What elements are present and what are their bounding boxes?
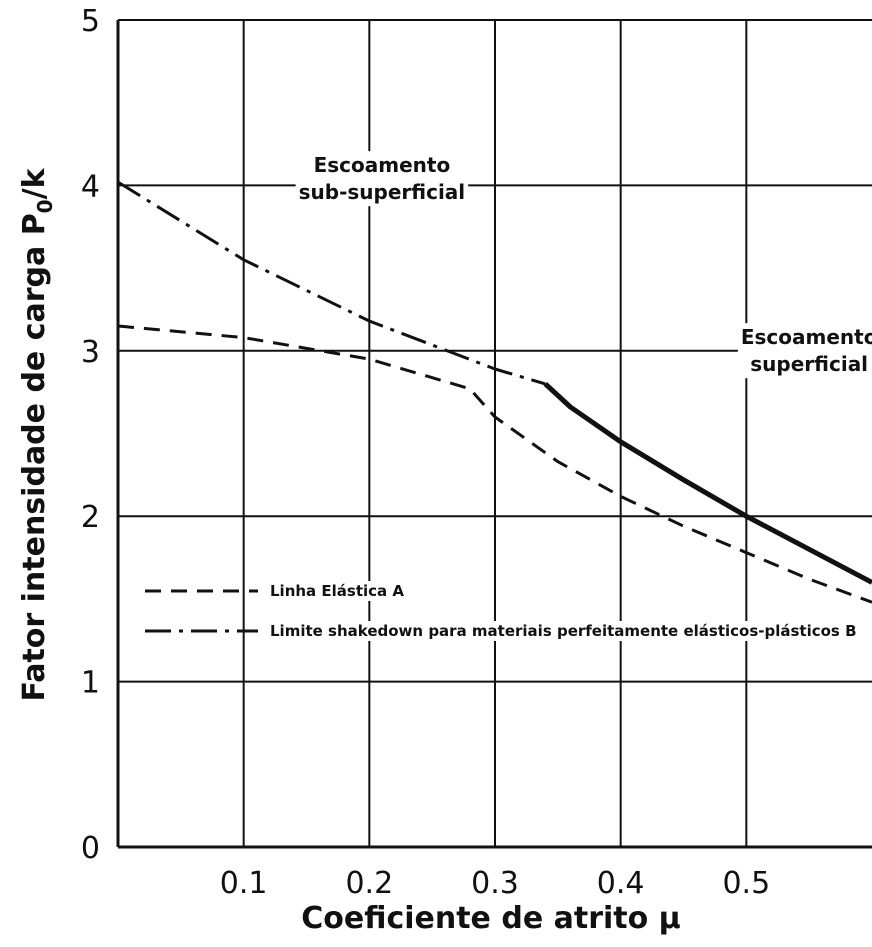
y-tick-label: 0 [81,831,100,866]
y-tick-labels: 0 1 2 3 4 5 [81,4,100,866]
x-tick-label: 0.1 [220,866,268,901]
y-tick-label: 5 [81,4,100,39]
y-tick-label: 3 [81,335,100,370]
x-axis-title: Coeficiente de atrito μ [301,901,681,936]
y-axis-title-tail: /k [17,167,52,199]
series-line-2-dashdot [117,180,546,386]
y-tick-label: 2 [81,500,100,535]
annotations: Escoamento sub-superficial Escoamento super… [295,151,872,379]
x-tick-label: 0.2 [345,866,393,901]
y-tick-label: 4 [81,169,100,204]
legend-label-background [267,581,408,601]
legend: Linha Elástica A Limite shakedown para ma… [145,581,860,641]
grid [118,20,872,847]
annotation-line: sub-superficial [299,180,466,204]
annotation-2: Escoamento superficial [741,325,872,376]
series-group [117,180,872,604]
x-tick-label: 0.5 [722,866,770,901]
annotation-1: Escoamento sub-superficial [299,153,466,204]
annotation-line: Escoamento [741,325,872,349]
annotation-background [295,151,469,207]
x-tick-label: 0.3 [471,866,519,901]
legend-label-2: Limite shakedown para materiais perfeita… [270,622,857,640]
legend-label-background [267,621,860,641]
y-axis-title: Fator intensidade de carga P0/k [17,167,57,701]
y-axis-title-subscript: 0 [33,199,57,213]
series-line-1-dashed [117,324,872,604]
y-tick-label: 1 [81,666,100,701]
plot-frame [116,19,872,849]
x-tick-labels: 0.1 0.2 0.3 0.4 0.5 [220,866,770,901]
y-axis-title-main: Fator intensidade de carga P [17,213,52,701]
annotation-background [737,323,872,379]
annotation-line: Escoamento [314,153,451,177]
x-tick-label: 0.4 [597,866,645,901]
annotation-line: superficial [750,352,868,376]
legend-label-1: Linha Elástica A [270,582,404,600]
series-line-3-solid-thick [543,382,872,585]
